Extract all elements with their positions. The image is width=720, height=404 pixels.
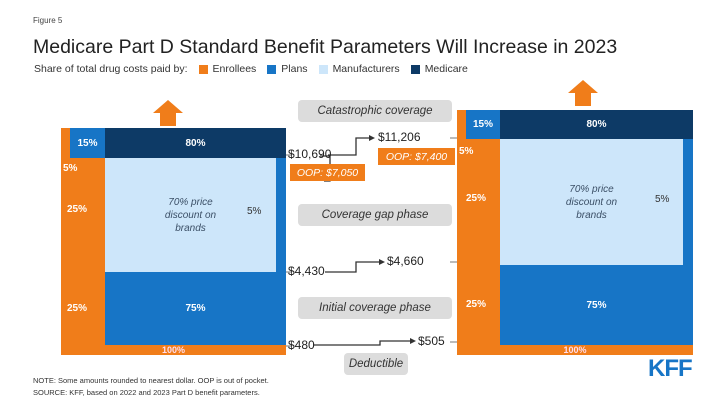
- cat-medicare-2023: 80%: [500, 110, 693, 139]
- gap-plans-2023: 5%: [655, 194, 670, 205]
- figure-label: Figure 5: [33, 16, 63, 25]
- note: NOTE: Some amounts rounded to nearest do…: [33, 376, 269, 385]
- icp-plans-2023: 75%: [500, 265, 693, 345]
- cat-enrollees-2023: 5%: [459, 146, 474, 157]
- legend: Share of total drug costs paid by: Enrol…: [34, 63, 468, 75]
- deductible-enrollees-2022: 100%: [61, 345, 286, 355]
- oop-2022: OOP: $7,050: [290, 164, 365, 181]
- legend-swatch-plans: [267, 64, 277, 74]
- enrollees-column-2023: [457, 110, 500, 355]
- gap-enrollees-2023: 25%: [466, 193, 487, 204]
- deductible-enrollees-2023: 100%: [457, 345, 693, 355]
- legend-enrollees: Enrollees: [212, 63, 257, 75]
- gap-plans-bar-2023: [683, 139, 693, 265]
- phase-coverage-gap: Coverage gap phase: [298, 204, 452, 226]
- threshold-deductible-2022: $480: [288, 338, 315, 352]
- kff-logo: KFF: [648, 355, 693, 382]
- legend-plans: Plans: [281, 63, 308, 75]
- legend-label: Share of total drug costs paid by:: [34, 63, 188, 75]
- gap-plans-2022: 5%: [247, 206, 262, 217]
- arrow-up-icon-2022: [153, 100, 183, 126]
- phase-catastrophic: Catastrophic coverage: [298, 100, 452, 122]
- phase-initial-coverage: Initial coverage phase: [298, 297, 452, 319]
- gap-manufacturers-2022: 70% price discount on brands: [105, 158, 276, 272]
- threshold-deductible-2023: $505: [418, 334, 445, 348]
- gap-plans-bar-2022: [276, 158, 286, 272]
- legend-swatch-enrollees: [198, 64, 208, 74]
- oop-2023: OOP: $7,400: [378, 148, 455, 165]
- icp-plans-2022: 75%: [105, 272, 286, 345]
- threshold-gap-2023: $4,660: [387, 254, 424, 268]
- gap-enrollees-2022: 25%: [67, 204, 88, 215]
- legend-swatch-medicare: [410, 64, 420, 74]
- cat-plans-2022: 15%: [70, 128, 105, 158]
- icp-enrollees-2022: 25%: [67, 303, 88, 314]
- cat-plans-2023: 15%: [466, 110, 500, 139]
- legend-swatch-manufacturers: [318, 64, 328, 74]
- threshold-catastrophic-2023: $11,206: [378, 130, 421, 144]
- icp-enrollees-2023: 25%: [466, 299, 487, 310]
- legend-medicare: Medicare: [424, 63, 468, 75]
- cat-medicare-2022: 80%: [105, 128, 286, 158]
- source: SOURCE: KFF, based on 2022 and 2023 Part…: [33, 388, 260, 397]
- gap-manufacturers-2023: 70% price discount on brands: [500, 139, 683, 265]
- threshold-catastrophic-2022: $10,690: [288, 147, 332, 161]
- cat-enrollees-2022: 5%: [63, 163, 78, 174]
- enrollees-column-2022: [61, 128, 105, 354]
- arrow-up-icon-2023: [568, 80, 598, 106]
- legend-manufacturers: Manufacturers: [332, 63, 400, 75]
- threshold-gap-2022: $4,430: [288, 264, 325, 278]
- phase-deductible: Deductible: [344, 353, 408, 375]
- chart-title: Medicare Part D Standard Benefit Paramet…: [33, 36, 618, 58]
